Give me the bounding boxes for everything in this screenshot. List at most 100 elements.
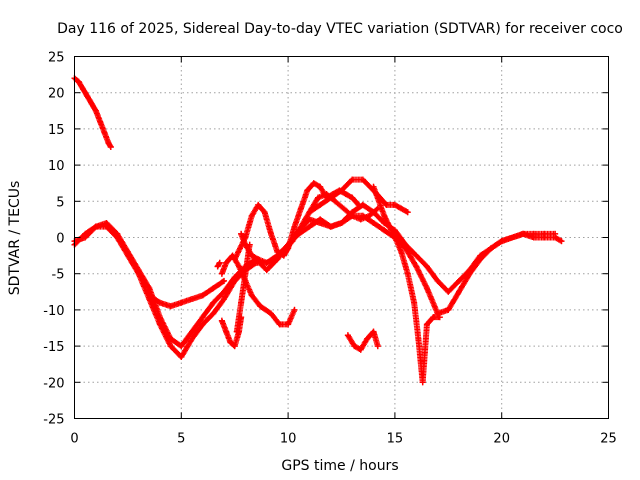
y-axis-label: SDTVAR / TECUs	[7, 181, 23, 296]
data-point	[370, 183, 377, 190]
data-point	[304, 187, 311, 194]
data-point	[404, 209, 411, 216]
x-axis-label: GPS time / hours	[281, 458, 398, 474]
data-point	[355, 201, 362, 208]
data-point	[445, 306, 452, 313]
data-point	[231, 277, 238, 284]
data-point	[349, 176, 356, 183]
data-point	[218, 270, 225, 277]
data-point	[342, 191, 349, 198]
data-point	[306, 223, 313, 230]
data-point	[398, 205, 405, 212]
data-point	[235, 263, 242, 270]
data-point	[488, 245, 495, 252]
series-fragment-13	[344, 328, 381, 353]
data-point	[430, 314, 437, 321]
data-point	[310, 180, 317, 187]
data-point	[317, 201, 324, 208]
data-point	[188, 296, 195, 303]
data-point	[558, 238, 565, 245]
data-point	[238, 230, 245, 237]
data-point	[255, 201, 262, 208]
data-point	[317, 220, 324, 227]
data-point	[398, 248, 405, 255]
data-point	[103, 223, 110, 230]
data-point	[291, 306, 298, 313]
data-point	[317, 183, 324, 190]
axis-ticks: 0 5 10 15 20 25 -25 -20 -15 -10 -5 0 5 10 15 20 25	[43, 51, 617, 447]
data-point	[413, 263, 420, 270]
series-arc-lower-plateau	[146, 277, 228, 310]
x-tick-label: 15	[387, 432, 404, 447]
data-point	[466, 270, 473, 277]
data-point	[413, 252, 420, 259]
data-point	[231, 343, 238, 350]
data-point	[253, 259, 260, 266]
data-point	[327, 223, 334, 230]
series-fragment-tick-6p8	[214, 259, 223, 270]
data-point	[344, 332, 351, 339]
data-point	[210, 310, 217, 317]
data-point	[210, 299, 217, 306]
data-point	[370, 220, 377, 227]
data-point	[82, 234, 89, 241]
y-tick-label: -15	[43, 340, 64, 355]
data-point	[199, 321, 206, 328]
data-point	[419, 379, 426, 386]
data-point	[445, 288, 452, 295]
data-point	[351, 343, 358, 350]
data-point	[364, 335, 371, 342]
data-point	[242, 270, 249, 277]
y-tick-label: -5	[52, 268, 65, 283]
data-point	[124, 252, 131, 259]
data-point	[255, 256, 262, 263]
data-point	[257, 303, 264, 310]
data-point	[223, 259, 230, 266]
data-point	[216, 259, 223, 266]
x-tick-label: 25	[600, 432, 617, 447]
data-point	[357, 346, 364, 353]
x-tick-label: 0	[70, 432, 78, 447]
x-tick-label: 10	[280, 432, 297, 447]
x-tick-label: 5	[177, 432, 185, 447]
data-point	[327, 194, 334, 201]
data-point	[248, 212, 255, 219]
y-tick-label: 25	[48, 51, 65, 66]
data-point	[295, 227, 302, 234]
data-point	[261, 209, 268, 216]
y-tick-label: 20	[48, 87, 65, 102]
data-point	[436, 314, 443, 321]
data-point	[340, 205, 347, 212]
data-point	[338, 220, 345, 227]
data-point	[80, 86, 87, 93]
data-point	[541, 234, 548, 241]
data-point	[552, 234, 559, 241]
data-point	[477, 256, 484, 263]
data-point	[315, 194, 322, 201]
data-point	[402, 245, 409, 252]
data-point	[233, 328, 240, 335]
data-point	[156, 321, 163, 328]
data-point	[338, 187, 345, 194]
data-point	[423, 263, 430, 270]
data-point	[214, 263, 221, 270]
data-point	[75, 78, 82, 85]
data-point	[404, 270, 411, 277]
data-point	[97, 118, 104, 125]
data-point	[509, 234, 516, 241]
data-point	[167, 303, 174, 310]
y-tick-label: 10	[48, 159, 65, 174]
data-point	[188, 335, 195, 342]
data-point	[92, 223, 99, 230]
data-point	[381, 227, 388, 234]
data-point	[238, 299, 245, 306]
data-point	[520, 230, 527, 237]
data-point	[135, 270, 142, 277]
y-tick-label: 0	[56, 232, 64, 247]
data-point	[92, 107, 99, 114]
chart-title: Day 116 of 2025, Sidereal Day-to-day VTE…	[57, 21, 623, 37]
data-point	[274, 248, 281, 255]
data-point	[498, 238, 505, 245]
data-point	[383, 201, 390, 208]
data-point	[178, 343, 185, 350]
